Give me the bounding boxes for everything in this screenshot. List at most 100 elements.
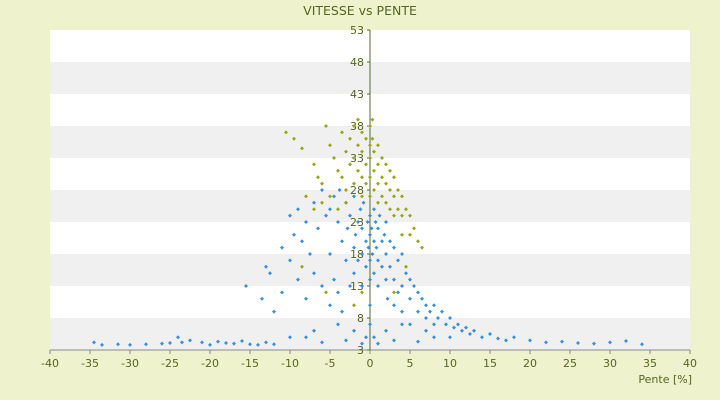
- data-point: [352, 156, 356, 160]
- data-point: [284, 130, 288, 135]
- data-point: [372, 271, 376, 276]
- data-point: [373, 220, 378, 224]
- data-point: [436, 316, 440, 320]
- data-point: [392, 175, 396, 180]
- x-tick-label: -5: [325, 357, 336, 370]
- data-point: [424, 303, 428, 308]
- data-point: [372, 239, 376, 244]
- data-point: [396, 207, 400, 212]
- data-point: [208, 342, 212, 347]
- data-point: [384, 200, 388, 205]
- data-point: [368, 258, 372, 263]
- data-point: [376, 258, 380, 263]
- data-point: [428, 309, 432, 314]
- data-point: [384, 162, 388, 167]
- data-point: [304, 296, 308, 301]
- data-point: [352, 181, 356, 186]
- data-point: [160, 341, 164, 346]
- data-point: [376, 341, 380, 346]
- data-point: [400, 284, 404, 288]
- data-point: [312, 162, 316, 167]
- data-point: [416, 339, 420, 344]
- data-point: [332, 156, 336, 160]
- data-point: [356, 220, 360, 224]
- data-point: [404, 264, 408, 269]
- data-point: [352, 328, 356, 333]
- data-point: [512, 335, 516, 340]
- x-tick-label: 30: [603, 357, 617, 370]
- data-point: [304, 220, 308, 224]
- data-point: [368, 213, 372, 218]
- y-tick-label: 53: [350, 24, 364, 37]
- data-point: [416, 239, 420, 244]
- data-point: [376, 162, 380, 167]
- data-point: [408, 277, 412, 282]
- data-point: [372, 188, 376, 192]
- data-point: [376, 226, 380, 231]
- data-point: [292, 136, 296, 141]
- data-point: [352, 124, 356, 128]
- x-tick-label: -40: [41, 357, 59, 370]
- data-point: [528, 338, 532, 343]
- x-tick-label: 40: [683, 357, 697, 370]
- data-point: [320, 200, 324, 205]
- data-point: [340, 130, 344, 135]
- data-point: [244, 284, 248, 288]
- data-point: [408, 213, 412, 218]
- data-point: [388, 188, 392, 192]
- data-point: [384, 252, 388, 256]
- data-point: [360, 149, 364, 154]
- data-point: [368, 303, 372, 308]
- data-point: [356, 143, 360, 148]
- data-point: [380, 264, 384, 269]
- data-point: [432, 335, 436, 340]
- data-point: [144, 342, 148, 347]
- data-point: [380, 175, 384, 180]
- x-tick-label: 10: [443, 357, 457, 370]
- data-point: [300, 146, 304, 151]
- data-point: [176, 335, 180, 340]
- data-point: [380, 239, 384, 244]
- data-point: [264, 264, 268, 269]
- data-point: [328, 194, 332, 199]
- data-point: [356, 168, 360, 173]
- data-point: [304, 335, 308, 340]
- data-point: [353, 232, 358, 237]
- data-point: [384, 277, 388, 282]
- data-point: [448, 335, 452, 340]
- data-point: [320, 340, 324, 345]
- data-point: [352, 245, 356, 250]
- data-point: [400, 213, 404, 218]
- data-point: [376, 143, 380, 148]
- data-point: [328, 303, 332, 308]
- data-point: [392, 277, 396, 282]
- data-point: [372, 168, 376, 173]
- data-point: [374, 245, 379, 250]
- data-point: [368, 175, 372, 180]
- data-point: [224, 340, 228, 345]
- data-point: [420, 245, 424, 250]
- data-point: [424, 316, 428, 320]
- data-point: [496, 336, 500, 341]
- data-point: [360, 252, 364, 256]
- data-point: [576, 340, 580, 345]
- data-point: [328, 207, 332, 212]
- data-point: [361, 200, 366, 205]
- data-point: [404, 207, 408, 212]
- data-point: [324, 213, 328, 218]
- data-point: [345, 226, 350, 231]
- data-point: [412, 226, 416, 231]
- x-tick-label: 0: [367, 357, 374, 370]
- data-point: [312, 328, 316, 333]
- data-point: [308, 252, 312, 256]
- data-point: [472, 328, 476, 333]
- data-point: [452, 325, 456, 330]
- y-tick-label: 28: [350, 184, 364, 197]
- data-point: [300, 264, 304, 269]
- data-point: [424, 328, 428, 333]
- data-point: [370, 117, 375, 122]
- data-point: [444, 322, 448, 327]
- data-point: [180, 340, 184, 345]
- data-point: [336, 207, 340, 212]
- data-point: [432, 322, 436, 327]
